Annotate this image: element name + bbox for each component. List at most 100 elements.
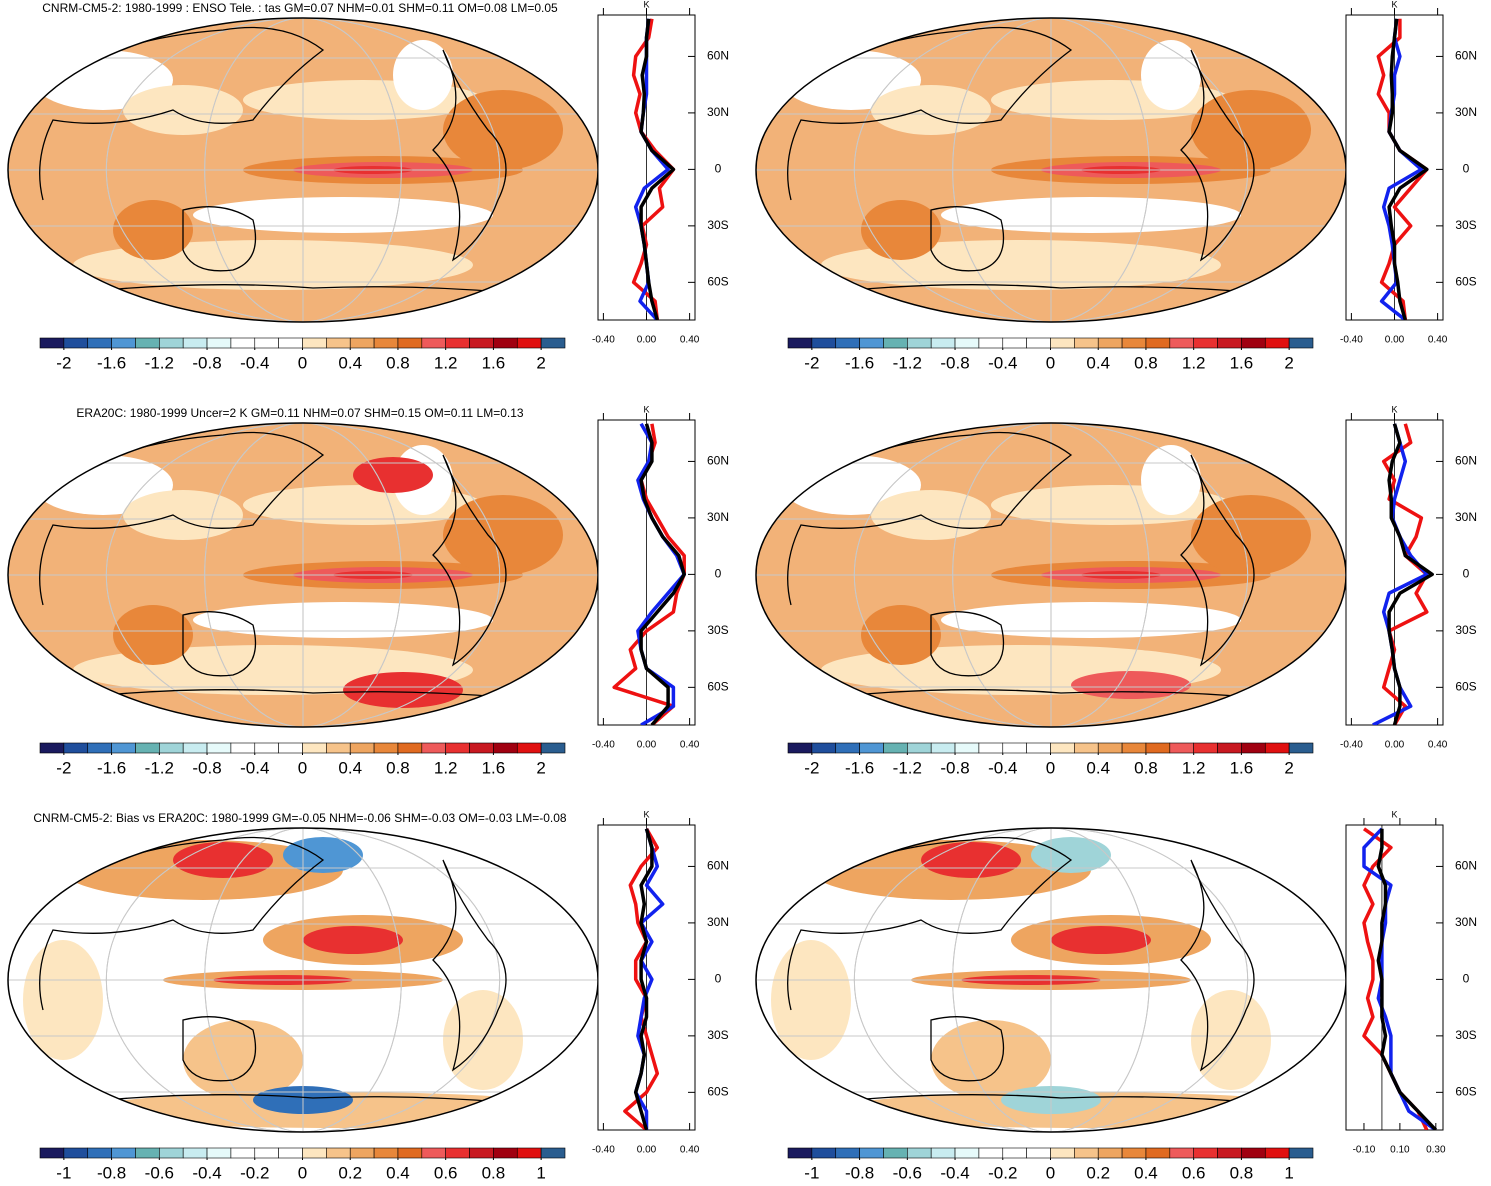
colorbar-box [207,1148,231,1158]
colorbar-label: 0 [1046,353,1055,372]
colorbar-box [159,743,183,753]
colorbar-box [517,338,541,348]
colorbar-box [374,743,398,753]
colorbar-label: -0.8 [192,353,221,372]
colorbar-box [40,1148,64,1158]
colorbar-label: -0.8 [940,353,969,372]
map [756,423,1346,727]
x-tick-label: -0.40 [1340,740,1363,751]
colorbar-box [470,338,494,348]
colorbar-box [979,743,1003,753]
panel: ERA20C: 1980-1999 Uncer=2 K GM=0.11 NHM=… [8,404,729,777]
colorbar-box [40,743,64,753]
panel: CNRM-CM5-2: Bias vs ERA20C: 1980-1999 GM… [8,809,729,1181]
x-tick-label: 0.00 [637,335,657,346]
colorbar-box [279,743,303,753]
colorbar-label: 0.2 [1086,1163,1110,1181]
colorbar-box [1289,338,1313,348]
y-tick-label: 30S [707,623,728,637]
colorbar-box [1170,743,1194,753]
x-axis-label: K [1391,0,1397,9]
y-tick-label: 0 [715,567,722,581]
x-tick-label: -0.40 [1340,335,1363,346]
y-tick-label: 60S [1455,1085,1476,1099]
panel: CNRM-CM5-2: Change vs CESM1-CAM5 GM=-0.0… [756,809,1491,1181]
colorbar-label: 1.2 [434,758,458,777]
colorbar-label: -1.2 [145,353,174,372]
map-field [1191,495,1311,575]
map [8,828,598,1132]
y-tick-label: 60S [707,680,728,694]
colorbar-box [788,743,812,753]
colorbar-label: 1.6 [1230,353,1254,372]
y-tick-label: 0 [715,162,722,176]
colorbar-box [836,743,860,753]
colorbar-label: -0.4 [988,758,1017,777]
x-tick-label: 0.00 [1385,335,1405,346]
colorbar-box [955,338,979,348]
y-tick-label: 60S [707,275,728,289]
colorbar-label: 1.2 [434,353,458,372]
colorbar-box [255,1148,279,1158]
x-tick-label: 0.40 [680,1145,700,1156]
x-tick-label: -0.40 [592,1145,615,1156]
colorbar-box [1122,743,1146,753]
colorbar-box [955,1148,979,1158]
colorbar-box [1003,1148,1027,1158]
map [8,18,598,322]
colorbar-box [1074,338,1098,348]
colorbar-label: -0.2 [240,1163,269,1181]
colorbar-label: 1.6 [482,353,506,372]
colorbar-box [255,743,279,753]
colorbar-label: -0.8 [940,758,969,777]
map-field [871,85,991,135]
colorbar-box [183,1148,207,1158]
colorbar-label: 0.6 [1182,1163,1206,1181]
colorbar-label: 2 [1284,758,1293,777]
colorbar-box [860,338,884,348]
colorbar-label: 1.2 [1182,758,1206,777]
colorbar-label: 0.8 [386,353,410,372]
colorbar-box [836,1148,860,1158]
map-field [1191,90,1311,170]
x-tick-label: -0.40 [592,740,615,751]
colorbar-label: -1.2 [893,353,922,372]
colorbar-box [64,338,88,348]
x-axis-label: K [1391,404,1397,414]
colorbar-box [1170,338,1194,348]
colorbar-label: -0.8 [845,1163,874,1181]
colorbar-label: -0.4 [240,353,269,372]
colorbar-label: -1.6 [845,758,874,777]
colorbar-label: -2 [804,353,819,372]
colorbar-box [88,743,112,753]
colorbar-label: -1.6 [97,758,126,777]
colorbar-label: -0.2 [988,1163,1017,1181]
x-axis-label: K [643,809,649,819]
colorbar-box [350,338,374,348]
colorbar-box [398,338,422,348]
colorbar-box [1265,1148,1289,1158]
colorbar-label: -0.4 [240,758,269,777]
colorbar-box [231,338,255,348]
x-axis-label: K [643,0,649,9]
colorbar-label: 2 [536,758,545,777]
map-field [23,940,103,1060]
colorbar-box [1098,743,1122,753]
panel: CESM1-CAM5: GM=0.07 NHM=0.04 SHM=0.10 OM… [756,404,1491,777]
colorbar-box [1241,743,1265,753]
colorbar-label: 0 [298,1163,307,1181]
y-tick-label: 60S [1455,680,1476,694]
colorbar-box [493,1148,517,1158]
colorbar-box [788,1148,812,1158]
colorbar-box [470,1148,494,1158]
colorbar-label: 0.4 [386,1163,410,1181]
map-field [113,200,193,260]
colorbar-box [541,338,565,348]
colorbar-box [326,1148,350,1158]
colorbar-box [422,338,446,348]
colorbar-box [350,1148,374,1158]
colorbar-box [1146,1148,1170,1158]
colorbar-box [860,743,884,753]
map-field [443,495,563,575]
